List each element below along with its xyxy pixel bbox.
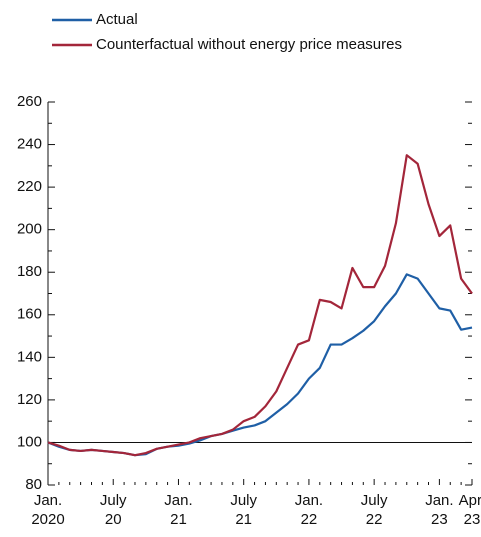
y-tick-label: 160	[17, 306, 42, 323]
x-tick-label: 21	[235, 511, 252, 528]
x-tick-label: Jan.	[425, 492, 453, 509]
y-tick-label: 80	[25, 476, 42, 493]
x-tick-label: July	[100, 492, 127, 509]
x-tick-label: 2020	[31, 511, 64, 528]
y-tick-label: 240	[17, 136, 42, 153]
x-tick-label: July	[230, 492, 257, 509]
x-tick-label: 23	[464, 511, 481, 528]
x-tick-label: July	[361, 492, 388, 509]
x-tick-label: 21	[170, 511, 187, 528]
y-tick-label: 220	[17, 178, 42, 195]
x-tick-label: Jan.	[164, 492, 192, 509]
y-tick-label: 140	[17, 348, 42, 365]
legend-label: Counterfactual without energy price meas…	[96, 36, 402, 53]
legend-label: Actual	[96, 11, 138, 28]
x-tick-label: 23	[431, 511, 448, 528]
series-line	[47, 273, 473, 457]
x-tick-label: 20	[105, 511, 122, 528]
series-line	[47, 154, 473, 457]
x-tick-label: 22	[366, 511, 383, 528]
x-tick-label: Jan.	[34, 492, 62, 509]
y-tick-label: 100	[17, 433, 42, 450]
y-tick-label: 200	[17, 221, 42, 238]
x-tick-label: 22	[301, 511, 318, 528]
x-tick-label: Jan.	[295, 492, 323, 509]
y-tick-label: 260	[17, 93, 42, 110]
x-tick-label: Apr.	[459, 492, 481, 509]
y-tick-label: 120	[17, 391, 42, 408]
y-tick-label: 180	[17, 263, 42, 280]
